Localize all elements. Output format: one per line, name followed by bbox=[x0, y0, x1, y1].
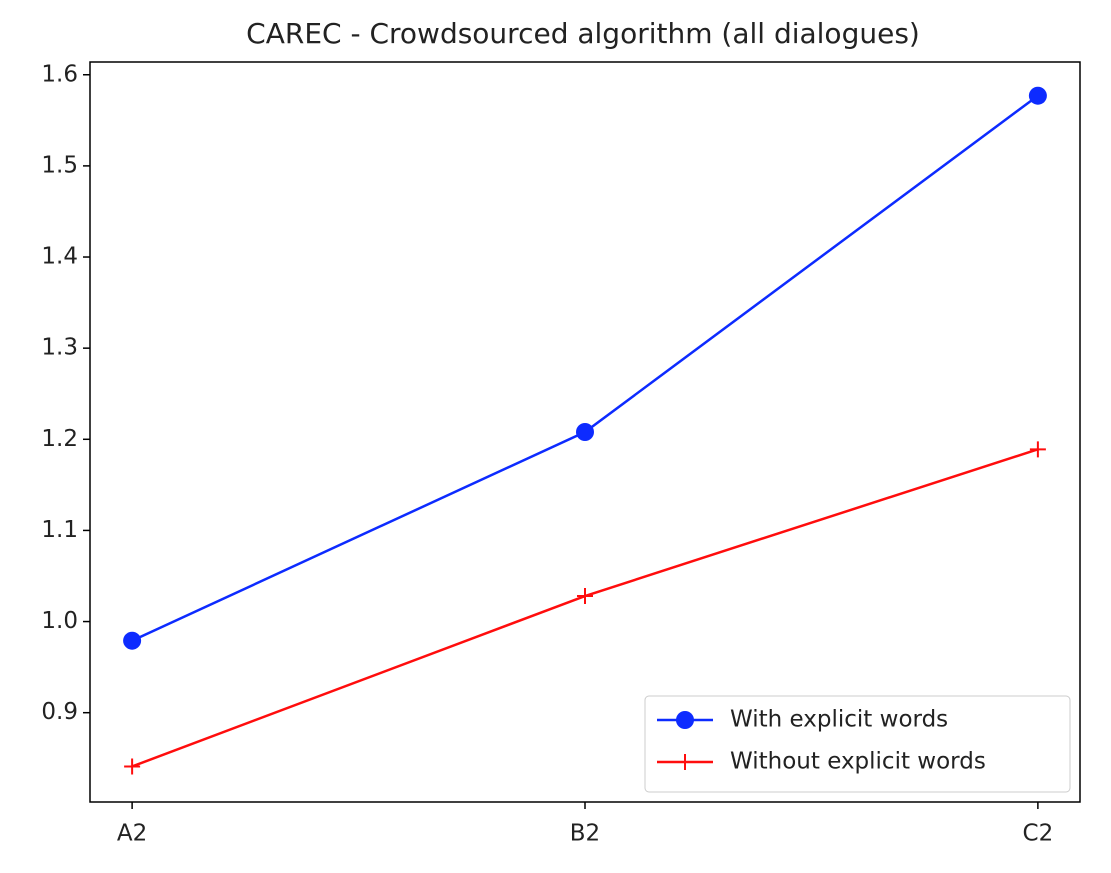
y-tick-label: 1.4 bbox=[41, 244, 78, 270]
chart-title: CAREC - Crowdsourced algorithm (all dial… bbox=[246, 17, 920, 50]
legend-label: With explicit words bbox=[730, 707, 948, 733]
y-tick-label: 1.5 bbox=[41, 152, 78, 178]
point bbox=[1028, 86, 1047, 105]
y-tick-label: 0.9 bbox=[41, 699, 78, 725]
y-tick-label: 1.2 bbox=[41, 426, 78, 452]
y-tick-label: 1.6 bbox=[41, 61, 78, 87]
x-tick-label: B2 bbox=[570, 821, 600, 847]
y-tick-label: 1.0 bbox=[41, 608, 78, 634]
legend-label: Without explicit words bbox=[730, 749, 986, 775]
point bbox=[123, 631, 142, 650]
point bbox=[124, 758, 141, 775]
y-tick-label: 1.3 bbox=[41, 335, 78, 361]
point bbox=[1029, 441, 1046, 458]
point bbox=[677, 754, 693, 770]
point bbox=[576, 423, 594, 441]
point bbox=[577, 588, 593, 605]
legend-box bbox=[644, 695, 1071, 793]
x-tick-label: C2 bbox=[1023, 821, 1054, 847]
point bbox=[676, 711, 694, 729]
y-tick-label: 1.1 bbox=[41, 517, 78, 543]
series-line bbox=[131, 94, 1039, 642]
x-tick-label: A2 bbox=[117, 821, 147, 847]
